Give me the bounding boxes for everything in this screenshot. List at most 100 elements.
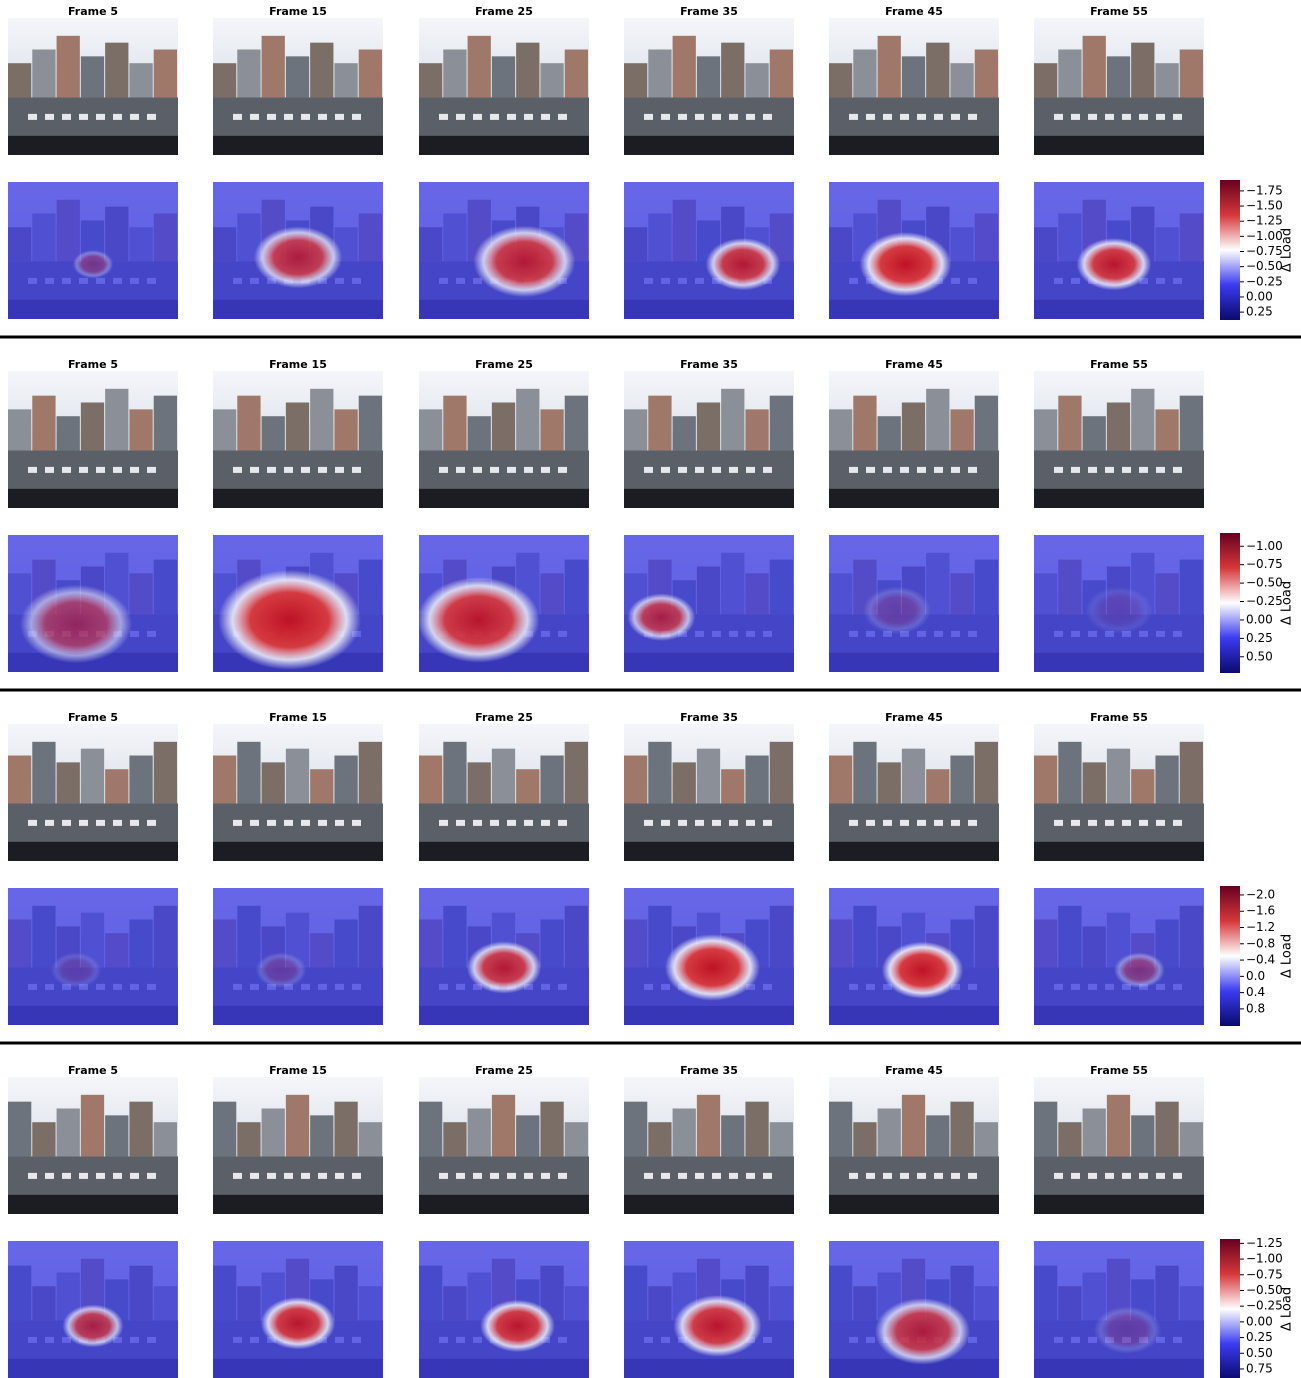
crosswalk — [968, 114, 977, 120]
crosswalk — [558, 820, 567, 826]
crosswalk — [473, 467, 482, 473]
crosswalk — [456, 467, 465, 473]
colorbar-tick-label: −0.50 — [1246, 259, 1283, 273]
colorbar-tick-label: −0.50 — [1246, 576, 1283, 590]
building — [1131, 43, 1154, 98]
crosswalk — [439, 820, 448, 826]
crosswalk — [866, 820, 875, 826]
crosswalk — [473, 1173, 482, 1179]
building — [334, 756, 357, 804]
building — [1155, 1102, 1178, 1157]
crosswalk — [456, 114, 465, 120]
building — [8, 756, 31, 804]
colorbar-tick-label: 0.00 — [1246, 1314, 1273, 1328]
frame-image — [624, 724, 794, 861]
building — [902, 1095, 925, 1157]
crosswalk — [968, 1173, 977, 1179]
crosswalk — [524, 1173, 533, 1179]
colorbar-tick-label: 0.25 — [1246, 631, 1273, 645]
colorbar-tick-label: −1.75 — [1246, 183, 1283, 197]
crosswalk — [1088, 820, 1097, 826]
figure: Frame 5 Frame 15 Frame 25 Frame 35 Frame 45 F… — [0, 0, 1301, 1378]
building — [419, 63, 442, 97]
building — [129, 1102, 152, 1157]
crosswalk — [1054, 820, 1063, 826]
crosswalk — [712, 114, 721, 120]
colorbar-tick-label: 0.25 — [1246, 1330, 1273, 1344]
building — [745, 63, 768, 97]
building — [8, 1102, 31, 1157]
crosswalk — [729, 467, 738, 473]
crosswalk — [900, 820, 909, 826]
building — [770, 1122, 793, 1156]
crosswalk — [233, 820, 242, 826]
crosswalk — [147, 1173, 156, 1179]
building — [57, 416, 80, 450]
crosswalk — [1122, 1173, 1131, 1179]
colorbar-tick-label: −0.75 — [1246, 557, 1283, 571]
crosswalk — [473, 114, 482, 120]
frame-title: Frame 55 — [1090, 5, 1148, 18]
building — [237, 50, 260, 98]
crosswalk — [318, 467, 327, 473]
building — [154, 50, 177, 98]
crosswalk — [541, 467, 550, 473]
colorbar — [1220, 1239, 1240, 1378]
building — [565, 1122, 588, 1156]
crosswalk — [130, 467, 139, 473]
building — [770, 50, 793, 98]
building — [468, 1109, 491, 1157]
hood — [1034, 136, 1204, 155]
crosswalk — [883, 820, 892, 826]
crosswalk — [233, 1173, 242, 1179]
building — [745, 409, 768, 450]
crosswalk — [1071, 1173, 1080, 1179]
frame-title: Frame 5 — [68, 711, 118, 724]
building — [829, 756, 852, 804]
building — [8, 63, 31, 97]
crosswalk — [490, 820, 499, 826]
heat-blob — [1085, 587, 1153, 635]
frame-image — [8, 1077, 178, 1214]
crosswalk — [541, 1173, 550, 1179]
building — [950, 756, 973, 804]
crosswalk — [1122, 467, 1131, 473]
building — [878, 762, 901, 803]
building — [237, 742, 260, 804]
building — [57, 36, 80, 98]
crosswalk — [900, 1173, 909, 1179]
frame-image — [419, 1077, 589, 1214]
crosswalk — [849, 467, 858, 473]
crosswalk — [439, 114, 448, 120]
frame-title: Frame 45 — [885, 1064, 943, 1077]
building — [540, 1102, 563, 1157]
heat-blob — [1114, 952, 1165, 988]
building — [516, 43, 539, 98]
building — [468, 416, 491, 450]
building — [540, 756, 563, 804]
crosswalk — [1173, 114, 1182, 120]
building — [286, 1095, 309, 1157]
crosswalk — [1071, 820, 1080, 826]
colorbar — [1220, 886, 1240, 1026]
building — [1180, 50, 1203, 98]
frame-title: Frame 25 — [475, 358, 533, 371]
frame-title: Frame 35 — [680, 1064, 738, 1077]
hood — [213, 1195, 383, 1214]
frame-title: Frame 15 — [269, 5, 327, 18]
frame-image — [1034, 1077, 1204, 1214]
building — [1058, 742, 1081, 804]
crosswalk — [439, 467, 448, 473]
building — [262, 762, 285, 803]
building — [770, 396, 793, 451]
building — [262, 1109, 285, 1157]
heat-blob — [665, 934, 760, 1001]
building — [262, 416, 285, 450]
frame-image — [624, 371, 794, 508]
crosswalk — [951, 467, 960, 473]
crosswalk — [147, 114, 156, 120]
crosswalk — [678, 820, 687, 826]
crosswalk — [130, 820, 139, 826]
building — [673, 762, 696, 803]
heat-blob — [1094, 1306, 1162, 1354]
